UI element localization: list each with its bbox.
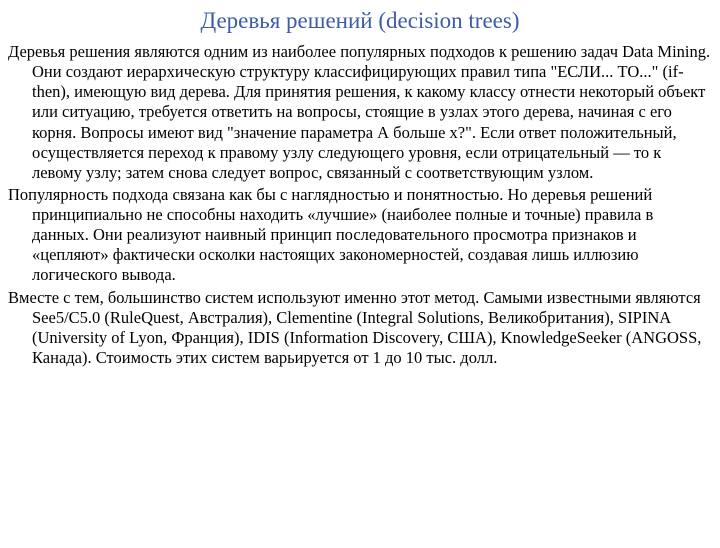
slide-title: Деревья решений (decision trees) <box>8 8 712 34</box>
paragraph-1: Деревья решения являются одним из наибол… <box>8 42 712 183</box>
slide: Деревья решений (decision trees) Деревья… <box>0 8 720 548</box>
paragraph-2: Популярность подхода связана как бы с на… <box>8 185 712 286</box>
slide-body: Деревья решения являются одним из наибол… <box>8 42 712 368</box>
paragraph-3: Вместе с тем, большинство систем использ… <box>8 288 712 369</box>
